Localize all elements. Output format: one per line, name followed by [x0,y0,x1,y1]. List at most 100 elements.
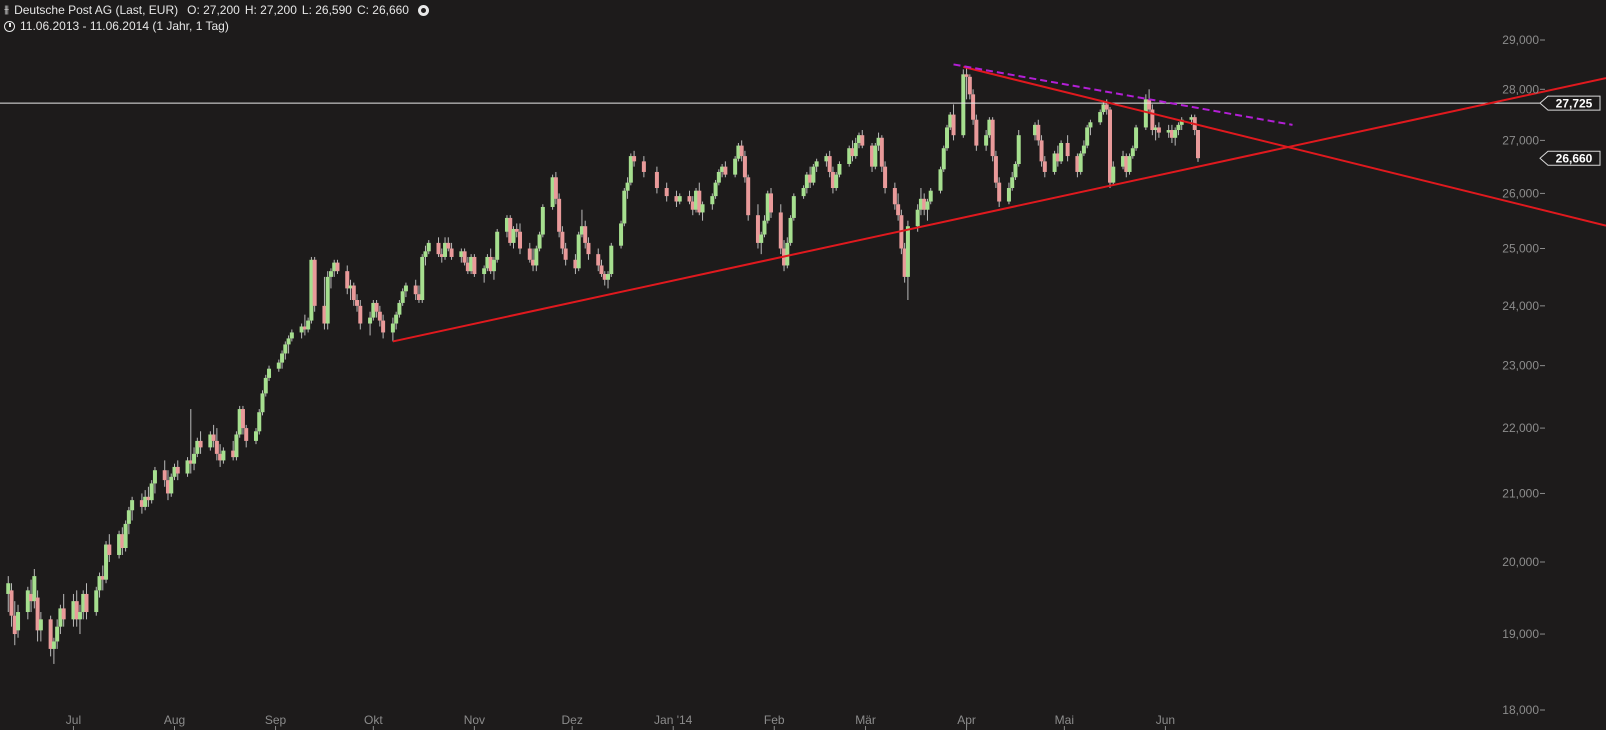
candle-body [1166,130,1171,133]
candle-body [263,377,268,394]
candle [1033,122,1038,141]
candle [694,188,699,213]
candle [312,256,317,312]
hline-price-badge: 27,725 [1539,95,1601,111]
candle-body [1179,119,1184,125]
candle [51,637,56,664]
candle-body [413,285,418,295]
candle-body [289,332,294,339]
candle-body [814,161,819,167]
candle-body [801,188,806,197]
candle-body [723,166,728,175]
candle-body [25,590,30,613]
candle-body [1098,112,1103,123]
candle-body [736,145,741,159]
candle-body [540,206,545,235]
candle [896,193,901,221]
candle-body [491,259,496,272]
candle-body [553,177,558,199]
candle-body [1085,127,1090,146]
candle-body [941,148,946,170]
settings-circle-icon[interactable] [417,4,429,16]
candle-body [394,314,399,324]
candle [436,237,441,257]
candle [870,142,875,172]
candle-body [81,593,86,613]
candle-body [902,248,907,277]
candle [664,182,669,202]
candle [368,311,373,336]
candle-body [302,326,307,330]
candle-body [94,590,99,613]
candle [918,188,923,216]
candle [491,256,496,280]
candle-body [1156,127,1161,133]
candle-body [967,76,972,95]
candle [1121,150,1126,170]
candle-body [84,593,89,613]
candle [853,137,858,159]
candle-body [38,619,43,631]
candle [120,527,125,555]
candle [426,240,431,255]
candle-body [32,576,37,602]
candle [902,242,907,283]
ohlc-close: C: 26,660 [356,3,409,17]
candle [808,166,813,189]
title-row: ⫵ Deutsche Post AG (Last, EUR) O: 27,200… [4,2,429,18]
candle-body [837,163,842,175]
candle-body [195,440,200,454]
candle-body [211,434,216,441]
candle [104,541,109,584]
candle-body [97,576,102,591]
candle [192,447,197,471]
candle-body [146,496,151,501]
candle-body [961,74,966,136]
candle-body [1104,104,1109,110]
candle-body [9,590,14,616]
candle-body [508,217,513,243]
candle-body [879,137,884,167]
candle-body [720,166,725,172]
candle [485,254,490,272]
candle-body [117,534,122,555]
candle-body [534,248,539,266]
candle-body [61,608,66,620]
candle [1013,161,1018,180]
candle-body [974,119,979,146]
candle-body [537,234,542,249]
candle-body [322,305,327,324]
candle-body [550,177,555,207]
candle [74,590,79,627]
candle [609,242,614,277]
candle-body [628,156,633,183]
candle [905,220,910,301]
candle [1107,106,1112,189]
candle [149,480,154,504]
candle [974,114,979,151]
candle [739,140,744,162]
candle-body [514,228,519,232]
candle-body [1189,117,1194,120]
candle [35,590,40,642]
candle [355,294,360,312]
candle-body [664,188,669,197]
candle [824,153,829,167]
candle-body [1134,127,1139,149]
candle-body [1173,130,1178,138]
candle-body [462,251,467,263]
candlestick-icon[interactable]: ⫵ [4,4,10,16]
candle [553,171,558,205]
candle [1153,124,1158,141]
candle [742,150,747,183]
candle [12,601,17,646]
candle-body [439,254,444,257]
candle [280,350,285,369]
candle [563,242,568,266]
candle [785,237,790,269]
candle-body [1039,140,1044,162]
candle-body [165,480,170,494]
candle-body [312,259,317,306]
candle [928,188,933,205]
